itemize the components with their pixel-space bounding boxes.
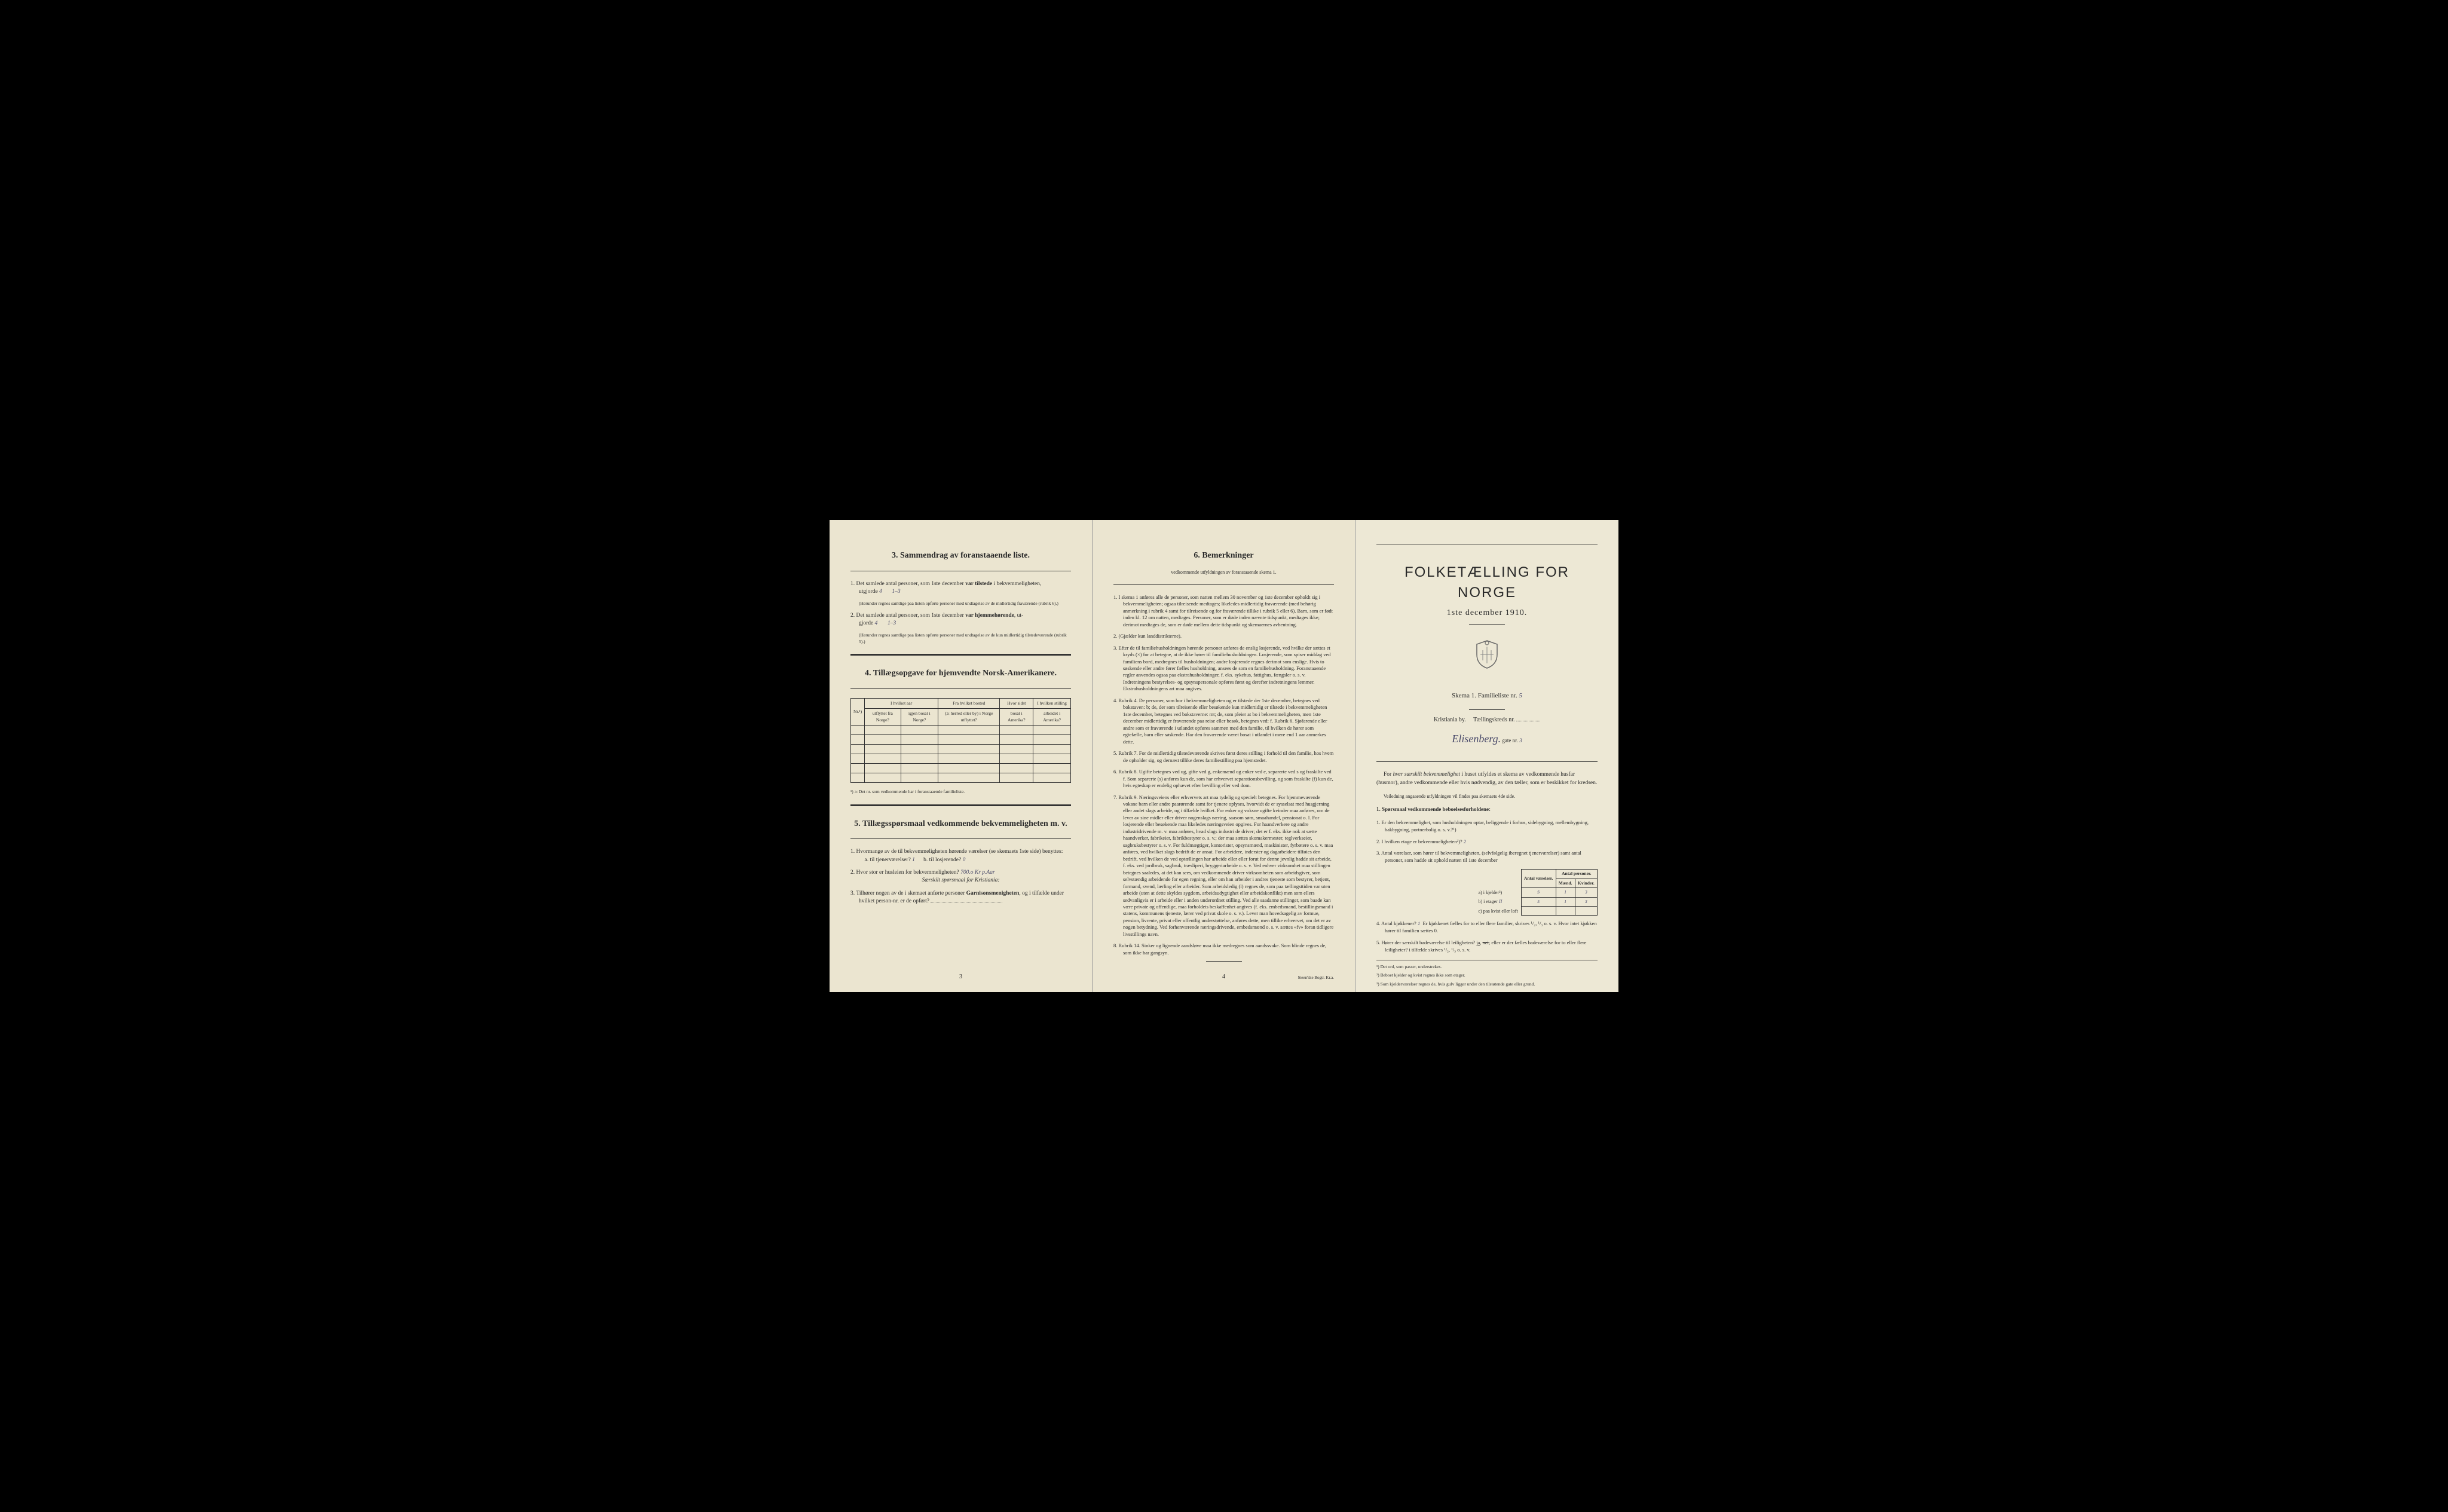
s3-item-1: 1. Det samlede antal personer, som 1ste … — [850, 580, 1071, 596]
divider — [850, 838, 1071, 839]
address-cursive: Elisenberg. — [1452, 733, 1501, 745]
divider-end — [1206, 961, 1242, 962]
instr-6: 6. Rubrik 8. Ugifte betegnes ved ug, gif… — [1113, 769, 1334, 789]
s3-item2-val2: 1–3 — [888, 620, 896, 626]
gate-nr: 3 — [1519, 737, 1522, 743]
s3-item1-val2: 1–3 — [892, 589, 900, 595]
document-subtitle: 1ste december 1910. — [1376, 607, 1598, 619]
p3-q1: 1. Er den bekvemmelighet, som husholdnin… — [1376, 819, 1598, 834]
address-line: Elisenberg. gate nr. 3 — [1376, 731, 1598, 746]
document-main-title: FOLKETÆLLING FOR NORGE — [1376, 562, 1598, 602]
divider — [850, 804, 1071, 806]
section-6-title: 6. Bemerkninger — [1113, 550, 1334, 562]
instr-8: 8. Rubrik 14. Sinker og lignende aandslø… — [1113, 942, 1334, 956]
page-3-left: 3. Sammendrag av foranstaaende liste. 1.… — [830, 520, 1093, 992]
instr-7: 7. Rubrik 9. Næringsveiens eller erhverv… — [1113, 794, 1334, 938]
skema-line: Skema 1. Familieliste nr. 5 — [1376, 691, 1598, 700]
page-number: 4 — [1222, 973, 1225, 981]
section-6-subtitle: vedkommende utfyldningen av foranstaaend… — [1113, 569, 1334, 576]
coat-of-arms-icon — [1376, 639, 1598, 677]
page-number: 3 — [959, 973, 962, 981]
table-rooms: Antal værelser. Antal personer. Mænd. Kv… — [1476, 869, 1598, 916]
page-cover-right: FOLKETÆLLING FOR NORGE 1ste december 191… — [1355, 520, 1618, 992]
p3-q3: 3. Antal værelser, som hører til bekvemm… — [1376, 850, 1598, 864]
printer-mark: Steen'ske Bogtr. Kr.a. — [1298, 975, 1334, 981]
s3-item1-val1: 4 — [879, 589, 882, 595]
section-3-title: 3. Sammendrag av foranstaaende liste. — [850, 550, 1071, 562]
instruction-para-2: Veiledning angaaende utfyldningen vil fi… — [1376, 793, 1598, 800]
p3-q2: 2. I hvilken etage er bekvemmeligheten²)… — [1376, 838, 1598, 846]
page-4-middle: 6. Bemerkninger vedkommende utfyldningen… — [1093, 520, 1355, 992]
divider — [850, 688, 1071, 689]
p3-q4: 4. Antal kjøkkener? 1 Er kjøkkenet fælle… — [1376, 920, 1598, 935]
s3-item1-note: (Herunder regnes samtlige paa listen opf… — [850, 601, 1071, 607]
instr-5: 5. Rubrik 7. For de midlertidig tilstede… — [1113, 750, 1334, 764]
p3-q5: 5. Hører der særskilt badeværelse til le… — [1376, 939, 1598, 954]
rule — [1376, 761, 1598, 762]
q-heading: 1. Spørsmaal vedkommende beboelsesforhol… — [1376, 806, 1598, 813]
fn3: ³) Som kjelderværelser regnes de, hvis g… — [1376, 981, 1598, 988]
location-line: Kristiania by. Tællingskreds nr. — [1376, 716, 1598, 724]
s3-item2-val1: 4 — [875, 620, 878, 626]
s3-item-2: 2. Det samlede antal personer, som 1ste … — [850, 612, 1071, 628]
instr-4: 4. Rubrik 4. De personer, som bor i bekv… — [1113, 697, 1334, 745]
s5-q1: 1. Hvormange av de til bekvemmeligheten … — [850, 848, 1071, 864]
familieliste-nr: 5 — [1519, 692, 1522, 699]
s5-q2-value: 700.o Kr p.Aar — [960, 870, 995, 876]
fn1: ¹) Det ord, som passer, understrekes. — [1376, 964, 1598, 971]
s3-item2-note: (Herunder regnes samtlige paa listen opf… — [850, 632, 1071, 645]
document-root: 3. Sammendrag av foranstaaende liste. 1.… — [830, 520, 1618, 992]
fn2: ²) Beboet kjelder og kvist regnes ikke s… — [1376, 972, 1598, 979]
instr-1: 1. I skema 1 anføres alle de personer, s… — [1113, 594, 1334, 628]
instr-2: 2. (Gjælder kun landdistrikterne). — [1113, 633, 1334, 639]
s5-q3: 3. Tilhører nogen av de i skemaet anført… — [850, 890, 1071, 906]
title-rule — [1469, 624, 1505, 625]
section4-footnote: ¹) ɔ: Det nr. som vedkommende har i fora… — [850, 789, 1071, 795]
rule — [1469, 709, 1505, 710]
section-5-title: 5. Tillægsspørsmaal vedkommende bekvemme… — [850, 818, 1071, 830]
instr-3: 3. Efter de til familiehusholdningen hør… — [1113, 645, 1334, 693]
table-section-4: Nr.¹) I hvilket aar Fra hvilket bosted H… — [850, 698, 1071, 783]
instruction-para-1: For hver særskilt bekvemmelighet i huset… — [1376, 771, 1598, 787]
s5-q2: 2. Hvor stor er husleien for bekvemmelig… — [850, 869, 1071, 885]
section-4-title: 4. Tillægsopgave for hjemvendte Norsk-Am… — [850, 668, 1071, 680]
divider — [850, 654, 1071, 656]
divider — [1113, 584, 1334, 585]
